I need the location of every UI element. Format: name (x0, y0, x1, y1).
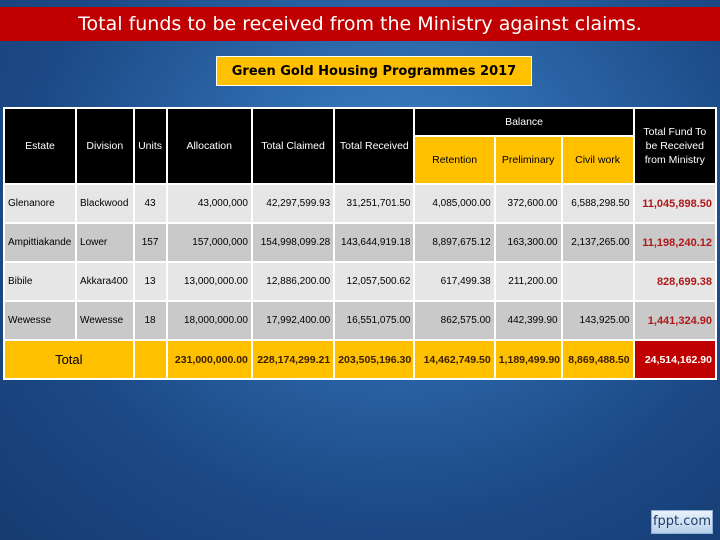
cell-preliminary: 372,600.00 (495, 185, 561, 222)
total-preliminary: 1,189,499.90 (495, 341, 561, 378)
cell-retention: 8,897,675.12 (415, 224, 494, 261)
header-total-received: Total Received (335, 109, 414, 183)
cell-retention: 617,499.38 (415, 263, 494, 300)
total-claimed: 228,174,299.21 (252, 341, 334, 378)
cell-units: 43 (134, 185, 166, 222)
cell-allocation: 43,000,000 (167, 185, 251, 222)
cell-preliminary: 442,399.90 (495, 302, 561, 339)
header-retention: Retention (415, 137, 494, 183)
cell-estate: Wewesse (5, 302, 76, 339)
cell-division: Lower (77, 224, 133, 261)
cell-units: 157 (134, 224, 166, 261)
header-units: Units (134, 109, 166, 183)
cell-total-received: 16,551,075.00 (335, 302, 414, 339)
table-row: Glenanore Blackwood 43 43,000,000 42,297,599… (5, 185, 715, 222)
header-preliminary: Preliminary (495, 137, 561, 183)
cell-estate: Ampittiakande (5, 224, 76, 261)
table-row: Ampittiakande Lower 157 157,000,000 154,998,… (5, 224, 715, 261)
cell-division: Blackwood (77, 185, 133, 222)
cell-total-received: 31,251,701.50 (335, 185, 414, 222)
cell-total-fund: 828,699.38 (634, 263, 715, 300)
cell-units: 18 (134, 302, 166, 339)
cell-total-received: 143,644,919.18 (335, 224, 414, 261)
table-row: Bibile Akkara400 13 13,000,000.00 12,886,200… (5, 263, 715, 300)
cell-preliminary: 163,300.00 (495, 224, 561, 261)
cell-total-fund: 11,045,898.50 (634, 185, 715, 222)
total-received: 203,505,196.30 (335, 341, 414, 378)
cell-civil-work: 6,588,298.50 (562, 185, 633, 222)
cell-total-received: 12,057,500.62 (335, 263, 414, 300)
total-allocation: 231,000,000.00 (167, 341, 251, 378)
table-body: Glenanore Blackwood 43 43,000,000 42,297,599… (5, 185, 715, 378)
header-division: Division (77, 109, 133, 183)
cell-total-claimed: 154,998,099.28 (252, 224, 334, 261)
cell-civil-work: 143,925.00 (562, 302, 633, 339)
cell-estate: Bibile (5, 263, 76, 300)
slide-subtitle: Green Gold Housing Programmes 2017 (216, 56, 532, 86)
header-allocation: Allocation (167, 109, 251, 183)
header-estate: Estate (5, 109, 76, 183)
cell-retention: 4,085,000.00 (415, 185, 494, 222)
cell-retention: 862,575.00 (415, 302, 494, 339)
cell-preliminary: 211,200.00 (495, 263, 561, 300)
cell-estate: Glenanore (5, 185, 76, 222)
total-fund: 24,514,162.90 (634, 341, 715, 378)
cell-allocation: 13,000,000.00 (167, 263, 251, 300)
funds-table: Estate Division Units Allocation Total C… (3, 107, 717, 380)
header-total-claimed: Total Claimed (252, 109, 334, 183)
cell-civil-work: 2,137,265.00 (562, 224, 633, 261)
total-row: Total 231,000,000.00 228,174,299.21 203,… (5, 341, 715, 378)
cell-total-claimed: 17,992,400.00 (252, 302, 334, 339)
cell-units: 13 (134, 263, 166, 300)
cell-division: Akkara400 (77, 263, 133, 300)
cell-total-fund: 11,198,240.12 (634, 224, 715, 261)
header-balance: Balance (415, 109, 633, 135)
slide-title: Total funds to be received from the Mini… (0, 7, 720, 41)
cell-civil-work (562, 263, 633, 300)
cell-total-fund: 1,441,324.90 (634, 302, 715, 339)
cell-total-claimed: 12,886,200.00 (252, 263, 334, 300)
cell-division: Wewesse (77, 302, 133, 339)
total-civil-work: 8,869,488.50 (562, 341, 633, 378)
cell-allocation: 157,000,000 (167, 224, 251, 261)
header-total-fund: Total Fund To be Received from Ministry (634, 109, 715, 183)
cell-allocation: 18,000,000.00 (167, 302, 251, 339)
cell-total-claimed: 42,297,599.93 (252, 185, 334, 222)
total-units (134, 341, 166, 378)
total-label: Total (5, 341, 133, 378)
fppt-logo[interactable]: fppt.com (651, 510, 713, 534)
total-retention: 14,462,749.50 (415, 341, 494, 378)
header-civil-work: Civil work (562, 137, 633, 183)
table-row: Wewesse Wewesse 18 18,000,000.00 17,992,400.… (5, 302, 715, 339)
